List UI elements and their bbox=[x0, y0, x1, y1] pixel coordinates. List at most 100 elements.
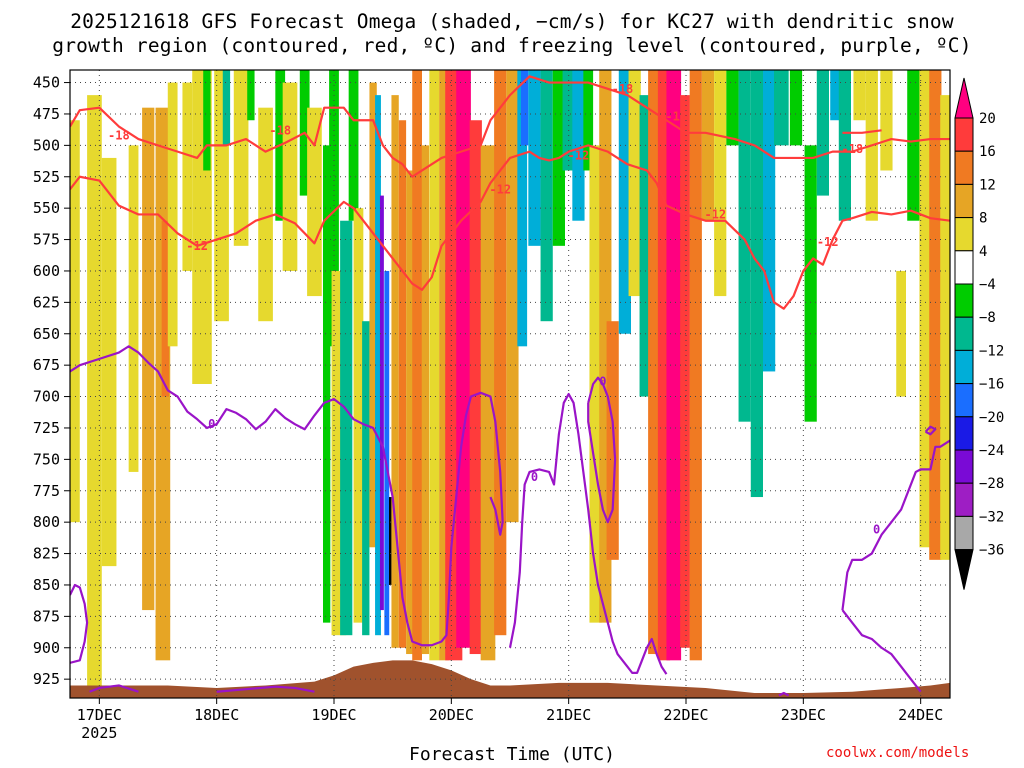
colorbar-swatch bbox=[954, 183, 974, 219]
omega-column bbox=[853, 70, 866, 121]
y-tick-label: 650 bbox=[33, 325, 60, 343]
contour-labels: -18 -18 -18 -18 -18 -12 -12 -12 -12 -12 0 0 0 0 bbox=[108, 82, 880, 537]
freezing-contour bbox=[70, 583, 89, 664]
omega-column bbox=[128, 145, 139, 472]
contour-label: -18 bbox=[269, 123, 291, 137]
omega-column bbox=[142, 107, 155, 611]
x-tick-label: 17DEC bbox=[77, 706, 122, 724]
colorbar-swatch bbox=[954, 117, 974, 152]
contour-label: -12 bbox=[489, 182, 511, 196]
x-tick-label: 19DEC bbox=[311, 706, 356, 724]
x-tick-label: 21DEC bbox=[546, 706, 591, 724]
omega-column bbox=[639, 95, 650, 397]
omega-column bbox=[804, 145, 817, 422]
contour-label: 0 bbox=[208, 417, 215, 431]
omega-column bbox=[774, 70, 789, 146]
x-tick-label: 22DEC bbox=[663, 706, 708, 724]
omega-column bbox=[506, 70, 519, 523]
dendritic-contour bbox=[842, 129, 882, 134]
omega-shading bbox=[70, 70, 950, 692]
contour-label: -18 bbox=[612, 82, 634, 96]
colorbar-label: −4 bbox=[979, 277, 996, 293]
colorbar-label: −24 bbox=[979, 443, 1004, 459]
omega-column bbox=[161, 220, 169, 397]
omega-column bbox=[182, 82, 193, 271]
plot-frame bbox=[69, 69, 951, 699]
omega-column bbox=[101, 157, 117, 567]
colorbar-swatch bbox=[954, 383, 974, 418]
freezing-contour bbox=[841, 439, 950, 611]
omega-column bbox=[203, 70, 211, 171]
y-tick-label: 925 bbox=[33, 670, 60, 688]
omega-column bbox=[456, 70, 471, 648]
omega-column bbox=[379, 195, 384, 611]
omega-column bbox=[362, 321, 370, 636]
credit-link[interactable]: coolwx.com/models bbox=[826, 745, 970, 761]
y-tick-label: 775 bbox=[33, 482, 60, 500]
omega-column bbox=[880, 70, 893, 171]
freezing-contour bbox=[841, 609, 922, 693]
omega-column bbox=[896, 270, 906, 397]
contour-label: -12 bbox=[568, 148, 590, 162]
x-tick-label: 24DEC bbox=[898, 706, 943, 724]
y-tick-label: 850 bbox=[33, 576, 60, 594]
colorbar-label: −12 bbox=[979, 343, 1004, 359]
omega-column bbox=[907, 70, 920, 221]
colorbar-swatch bbox=[954, 150, 974, 185]
colorbar-label: −36 bbox=[979, 543, 1004, 559]
omega-column bbox=[247, 70, 255, 121]
omega-column bbox=[838, 70, 851, 221]
omega-column bbox=[70, 120, 80, 523]
y-axis: 450 475 500 525 550 575 600 625 650 675 700 725 750 7… bbox=[33, 74, 70, 688]
contour-label: -18 bbox=[665, 109, 687, 123]
y-tick-label: 700 bbox=[33, 388, 60, 406]
omega-column bbox=[618, 70, 631, 334]
omega-column bbox=[439, 70, 449, 661]
freezing-contour bbox=[89, 684, 139, 693]
x-axis-title: Forecast Time (UTC) bbox=[409, 744, 615, 765]
colorbar-swatch bbox=[954, 316, 974, 351]
omega-column bbox=[307, 107, 322, 297]
omega-column bbox=[398, 120, 407, 648]
y-tick-label: 450 bbox=[33, 74, 60, 92]
omega-column bbox=[87, 95, 102, 692]
colorbar-label: 16 bbox=[979, 144, 996, 160]
colorbar-label: 12 bbox=[979, 177, 996, 193]
omega-column bbox=[738, 70, 751, 422]
x-tick-label: 18DEC bbox=[194, 706, 239, 724]
contour-label: -12 bbox=[817, 235, 839, 249]
omega-column bbox=[222, 70, 231, 146]
colorbar-swatch bbox=[954, 217, 974, 252]
colorbar-swatch bbox=[954, 349, 974, 385]
omega-column bbox=[714, 70, 727, 297]
omega-column bbox=[583, 70, 594, 171]
contour-label: 0 bbox=[599, 374, 606, 388]
colorbar-swatch bbox=[954, 250, 974, 285]
omega-column bbox=[353, 208, 364, 623]
omega-column bbox=[528, 70, 541, 246]
omega-column bbox=[412, 70, 422, 661]
contour-label: -12 bbox=[186, 239, 208, 253]
omega-column bbox=[648, 70, 661, 655]
omega-column bbox=[384, 270, 390, 636]
freezing-contour bbox=[70, 345, 504, 647]
omega-column bbox=[233, 70, 249, 246]
colorbar-swatch bbox=[954, 416, 974, 451]
colorbar-swatch bbox=[954, 449, 974, 484]
omega-column bbox=[628, 70, 641, 297]
omega-column bbox=[789, 70, 803, 146]
colorbar-arrow-top bbox=[954, 77, 974, 119]
x-tick-label: 20DEC bbox=[429, 706, 474, 724]
colorbar-label: 8 bbox=[979, 211, 987, 227]
omega-column bbox=[540, 70, 553, 322]
omega-column bbox=[258, 107, 273, 322]
freezing-contour bbox=[587, 376, 617, 524]
freezing-contour bbox=[924, 425, 937, 436]
omega-column bbox=[167, 82, 178, 347]
y-tick-label: 500 bbox=[33, 136, 60, 154]
omega-column bbox=[701, 70, 715, 221]
y-tick-label: 900 bbox=[33, 639, 60, 657]
omega-column bbox=[375, 95, 381, 636]
omega-column bbox=[763, 70, 776, 372]
